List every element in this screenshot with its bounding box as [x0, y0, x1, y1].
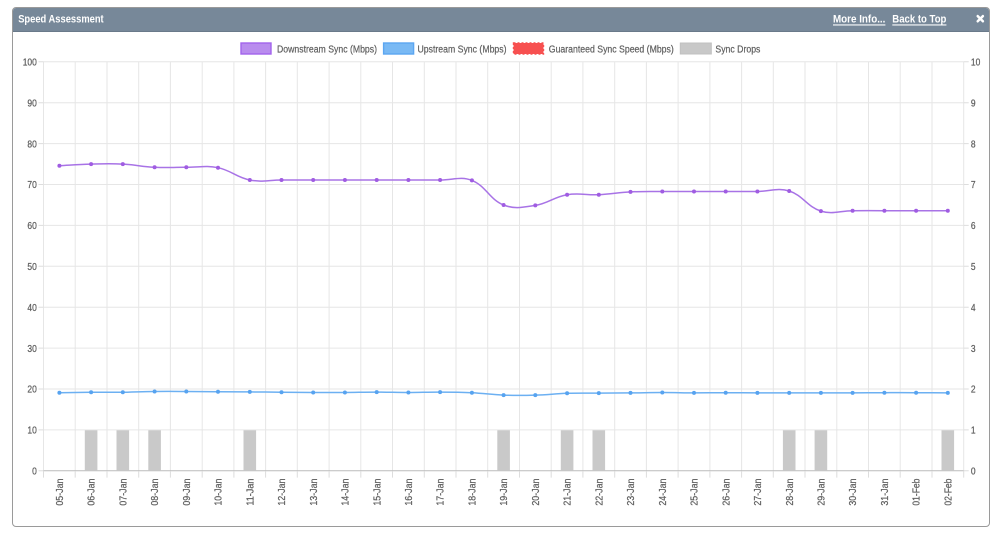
- svg-text:Downstream Sync (Mbps): Downstream Sync (Mbps): [277, 45, 377, 56]
- svg-text:09-Jan: 09-Jan: [181, 478, 193, 505]
- svg-text:Speed Assessment: Speed Assessment: [18, 13, 104, 25]
- svg-text:01-Feb: 01-Feb: [911, 478, 923, 505]
- svg-text:26-Jan: 26-Jan: [720, 478, 732, 505]
- svg-text:11-Jan: 11-Jan: [244, 478, 256, 505]
- svg-text:27-Jan: 27-Jan: [752, 478, 764, 505]
- svg-text:16-Jan: 16-Jan: [403, 478, 415, 505]
- svg-text:10: 10: [27, 425, 37, 437]
- svg-text:Back to Top: Back to Top: [892, 14, 946, 26]
- svg-text:30: 30: [27, 343, 37, 355]
- svg-text:4: 4: [971, 302, 976, 314]
- svg-text:20: 20: [27, 384, 37, 396]
- svg-text:18-Jan: 18-Jan: [467, 478, 479, 505]
- svg-text:100: 100: [23, 57, 37, 69]
- svg-text:7: 7: [971, 179, 976, 191]
- svg-text:6: 6: [971, 220, 976, 232]
- svg-text:28-Jan: 28-Jan: [784, 478, 796, 505]
- svg-text:29-Jan: 29-Jan: [816, 478, 828, 505]
- svg-text:24-Jan: 24-Jan: [657, 478, 669, 505]
- svg-text:Upstream Sync (Mbps): Upstream Sync (Mbps): [418, 45, 507, 56]
- svg-text:21-Jan: 21-Jan: [562, 478, 574, 505]
- svg-text:10: 10: [971, 57, 981, 69]
- svg-text:Sync Drops: Sync Drops: [715, 45, 760, 56]
- svg-text:90: 90: [27, 97, 37, 109]
- svg-text:07-Jan: 07-Jan: [117, 478, 129, 505]
- svg-text:14-Jan: 14-Jan: [340, 478, 352, 505]
- svg-text:02-Feb: 02-Feb: [942, 478, 954, 505]
- svg-text:0: 0: [971, 466, 976, 478]
- svg-text:1: 1: [971, 425, 976, 437]
- svg-text:10-Jan: 10-Jan: [213, 478, 225, 505]
- svg-text:70: 70: [27, 179, 37, 191]
- svg-text:22-Jan: 22-Jan: [593, 478, 605, 505]
- svg-text:17-Jan: 17-Jan: [435, 478, 447, 505]
- svg-text:9: 9: [971, 97, 976, 109]
- svg-text:06-Jan: 06-Jan: [86, 478, 98, 505]
- svg-text:15-Jan: 15-Jan: [371, 478, 383, 505]
- svg-text:5: 5: [971, 261, 976, 273]
- svg-text:3: 3: [971, 343, 976, 355]
- svg-text:0: 0: [32, 466, 37, 478]
- svg-text:40: 40: [27, 302, 37, 314]
- svg-text:31-Jan: 31-Jan: [879, 478, 891, 505]
- svg-text:8: 8: [971, 138, 976, 150]
- svg-text:More Info...: More Info...: [833, 14, 885, 26]
- svg-text:19-Jan: 19-Jan: [498, 478, 510, 505]
- svg-text:23-Jan: 23-Jan: [625, 478, 637, 505]
- svg-text:2: 2: [971, 384, 976, 396]
- svg-text:50: 50: [27, 261, 37, 273]
- svg-text:20-Jan: 20-Jan: [530, 478, 542, 505]
- svg-text:Guaranteed Sync Speed (Mbps): Guaranteed Sync Speed (Mbps): [549, 45, 674, 56]
- svg-text:80: 80: [27, 138, 37, 150]
- svg-text:08-Jan: 08-Jan: [149, 478, 161, 505]
- svg-text:25-Jan: 25-Jan: [689, 478, 701, 505]
- svg-text:13-Jan: 13-Jan: [308, 478, 320, 505]
- svg-text:60: 60: [27, 220, 37, 232]
- svg-text:05-Jan: 05-Jan: [54, 478, 66, 505]
- svg-text:30-Jan: 30-Jan: [847, 478, 859, 505]
- svg-text:12-Jan: 12-Jan: [276, 478, 288, 505]
